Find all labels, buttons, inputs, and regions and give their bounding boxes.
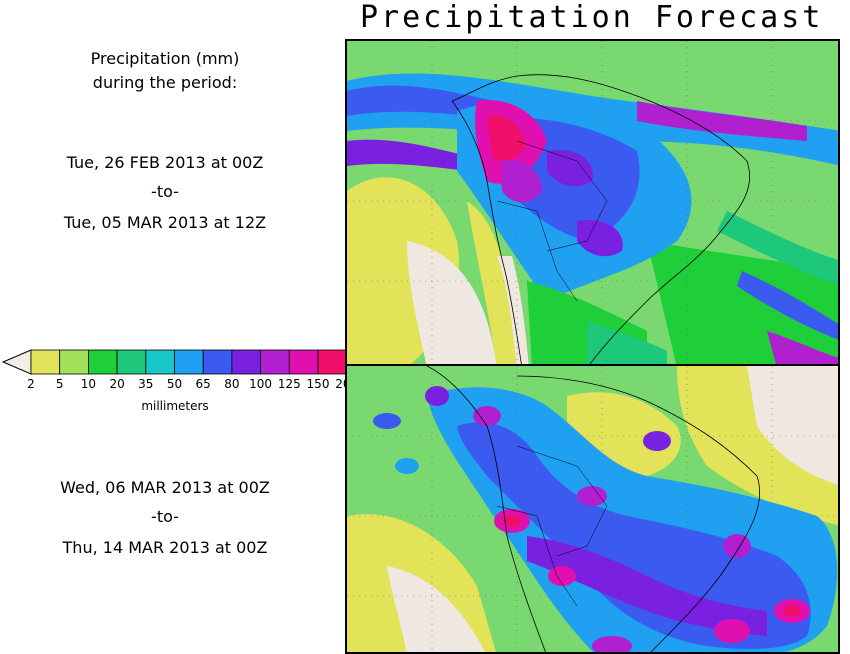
- colorbar-tick-label: 150: [307, 377, 330, 391]
- colorbar-swatch: [317, 349, 345, 375]
- colorbar-swatch: [260, 349, 290, 375]
- colorbar-tick-labels: 2 5 10 20 35 50 65 80 100 125 150 200: [27, 377, 345, 391]
- colorbar-tick-label: 125: [278, 377, 301, 391]
- forecast-map-period1: [345, 39, 840, 366]
- colorbar-tick-label: 5: [56, 377, 64, 391]
- colorbar-tick-label: 20: [109, 377, 124, 391]
- colorbar-tick-label: 35: [138, 377, 153, 391]
- period1-end: Tue, 05 MAR 2013 at 12Z: [63, 213, 267, 232]
- colorbar-swatch: [30, 349, 61, 375]
- forecast-map-period2: [345, 364, 840, 654]
- colorbar-tick-label: 80: [224, 377, 239, 391]
- period2-to: -to-: [151, 507, 179, 526]
- colorbar-swatch: [88, 349, 118, 375]
- colorbar-swatch: [174, 349, 204, 375]
- colorbar-below-arrow: [1, 349, 32, 375]
- page-title: Precipitation Forecast: [360, 0, 824, 35]
- colorbar-tick-label: 100: [249, 377, 272, 391]
- colorbar-tick-label: 10: [81, 377, 96, 391]
- colorbar-swatch: [231, 349, 261, 375]
- period2-end: Thu, 14 MAR 2013 at 00Z: [62, 538, 268, 557]
- legend-header-line1: Precipitation (mm): [90, 49, 240, 68]
- colorbar-tick-label: 65: [196, 377, 211, 391]
- period1-start: Tue, 26 FEB 2013 at 00Z: [66, 153, 264, 172]
- colorbar-swatches: [1, 349, 345, 375]
- legend-header-line2: during the period:: [92, 73, 238, 92]
- colorbar-unit-label: millimeters: [141, 399, 208, 413]
- colorbar-swatch: [116, 349, 147, 375]
- period1-to: -to-: [151, 182, 179, 201]
- colorbar-tick-label: 50: [167, 377, 182, 391]
- colorbar-swatch: [59, 349, 89, 375]
- colorbar-swatch: [145, 349, 175, 375]
- colorbar: 2 5 10 20 35 50 65 80 100 125 150 200 millimeters: [1, 349, 345, 413]
- colorbar-tick-label: 200: [335, 377, 345, 391]
- colorbar-tick-label: 2: [27, 377, 35, 391]
- colorbar-swatch: [288, 349, 319, 375]
- period2-start: Wed, 06 MAR 2013 at 00Z: [60, 478, 270, 497]
- colorbar-swatch: [202, 349, 233, 375]
